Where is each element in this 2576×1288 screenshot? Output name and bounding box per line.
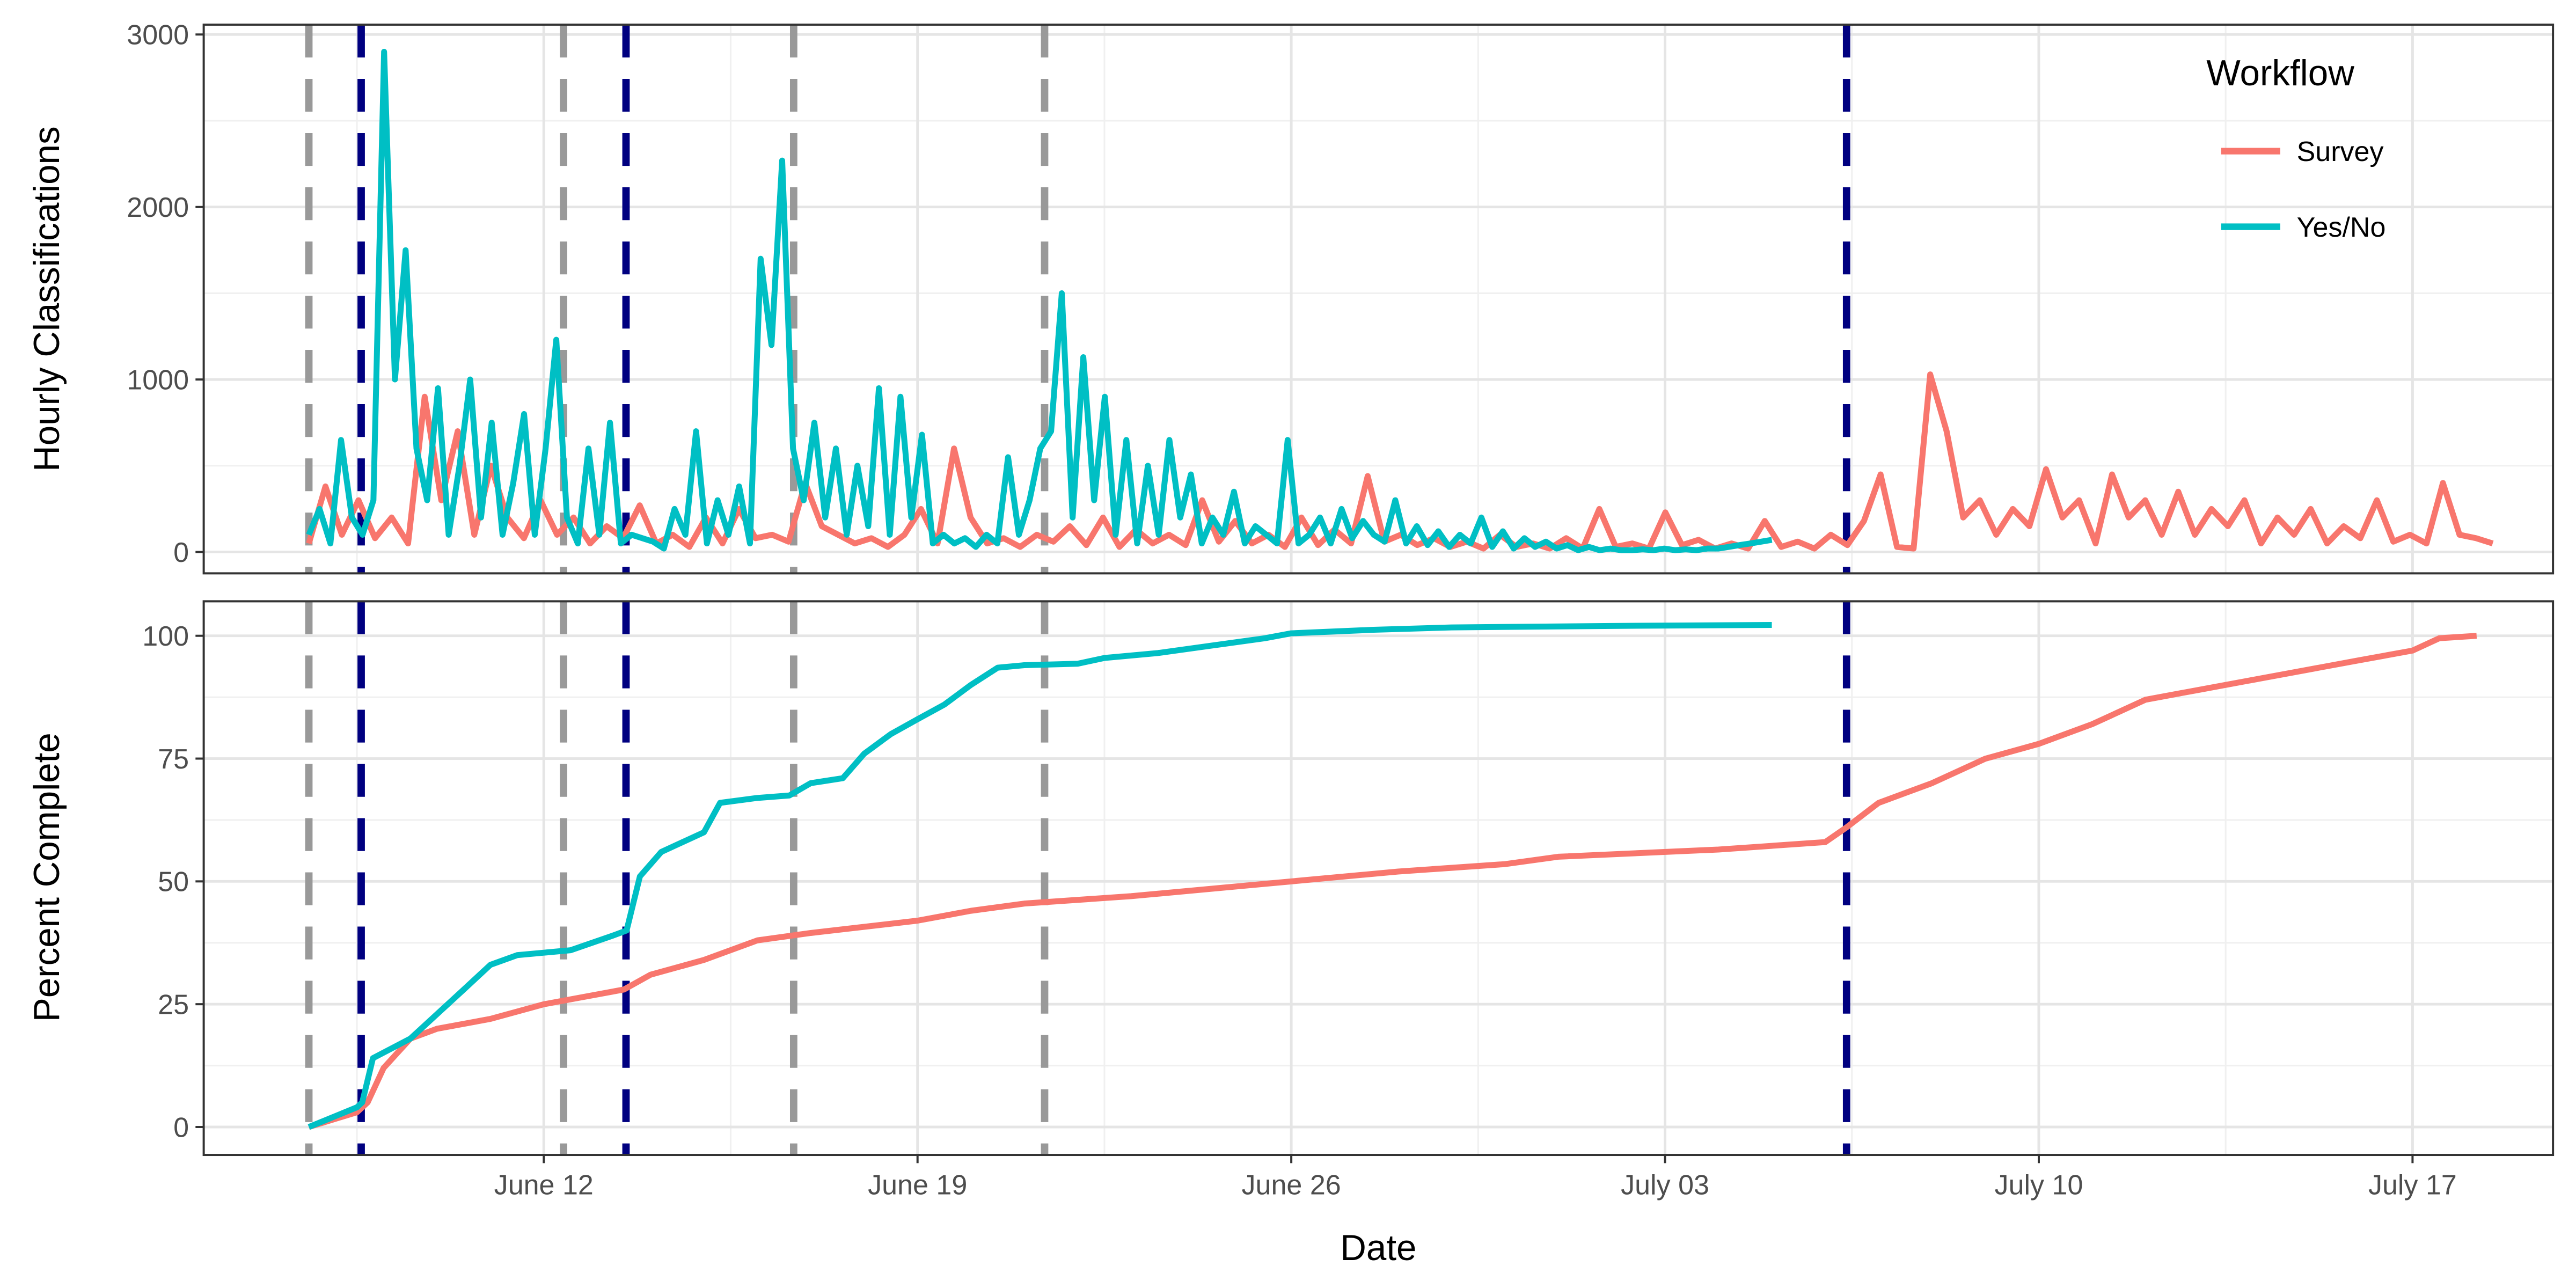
legend: Workflow Survey Yes/No	[2206, 53, 2385, 243]
top-panel: 0 1000 2000 3000	[127, 20, 2555, 575]
series-line-yes-no	[306, 48, 1773, 553]
bottom-y-axis-title: Percent Complete	[27, 733, 67, 1022]
series-line-yes-no	[308, 621, 1772, 1130]
x-tick-label: July 17	[2368, 1170, 2457, 1201]
legend-label-yes-no: Yes/No	[2297, 212, 2386, 243]
x-tick-label: July 03	[1621, 1170, 1709, 1201]
y-tick-label: 75	[158, 744, 189, 775]
x-axis-title: Date	[1340, 1228, 1416, 1268]
y-tick-label: 1000	[127, 365, 189, 396]
x-tick-label: June 19	[868, 1170, 967, 1201]
legend-label-survey: Survey	[2297, 136, 2384, 167]
y-tick-label: 25	[158, 990, 189, 1021]
series-line-survey	[308, 633, 2477, 1130]
panel-border	[202, 23, 2555, 575]
legend-title: Workflow	[2206, 53, 2354, 93]
bottom-panel: 0 25 50 75 100 June 12 June 19 June 26 July 03 Ju…	[142, 600, 2555, 1201]
y-tick-label: 50	[158, 867, 189, 898]
top-y-axis-title: Hourly Classifications	[27, 126, 67, 472]
panel-border	[202, 600, 2555, 1157]
y-tick-label: 2000	[127, 192, 189, 223]
x-tick-label: June 12	[494, 1170, 594, 1201]
y-tick-label: 0	[173, 537, 189, 568]
y-tick-label: 0	[173, 1112, 189, 1143]
series-line-survey	[306, 371, 2494, 552]
y-tick-label: 100	[142, 621, 189, 652]
y-tick-label: 3000	[127, 20, 189, 51]
x-tick-label: July 10	[1995, 1170, 2083, 1201]
x-tick-label: June 26	[1242, 1170, 1341, 1201]
